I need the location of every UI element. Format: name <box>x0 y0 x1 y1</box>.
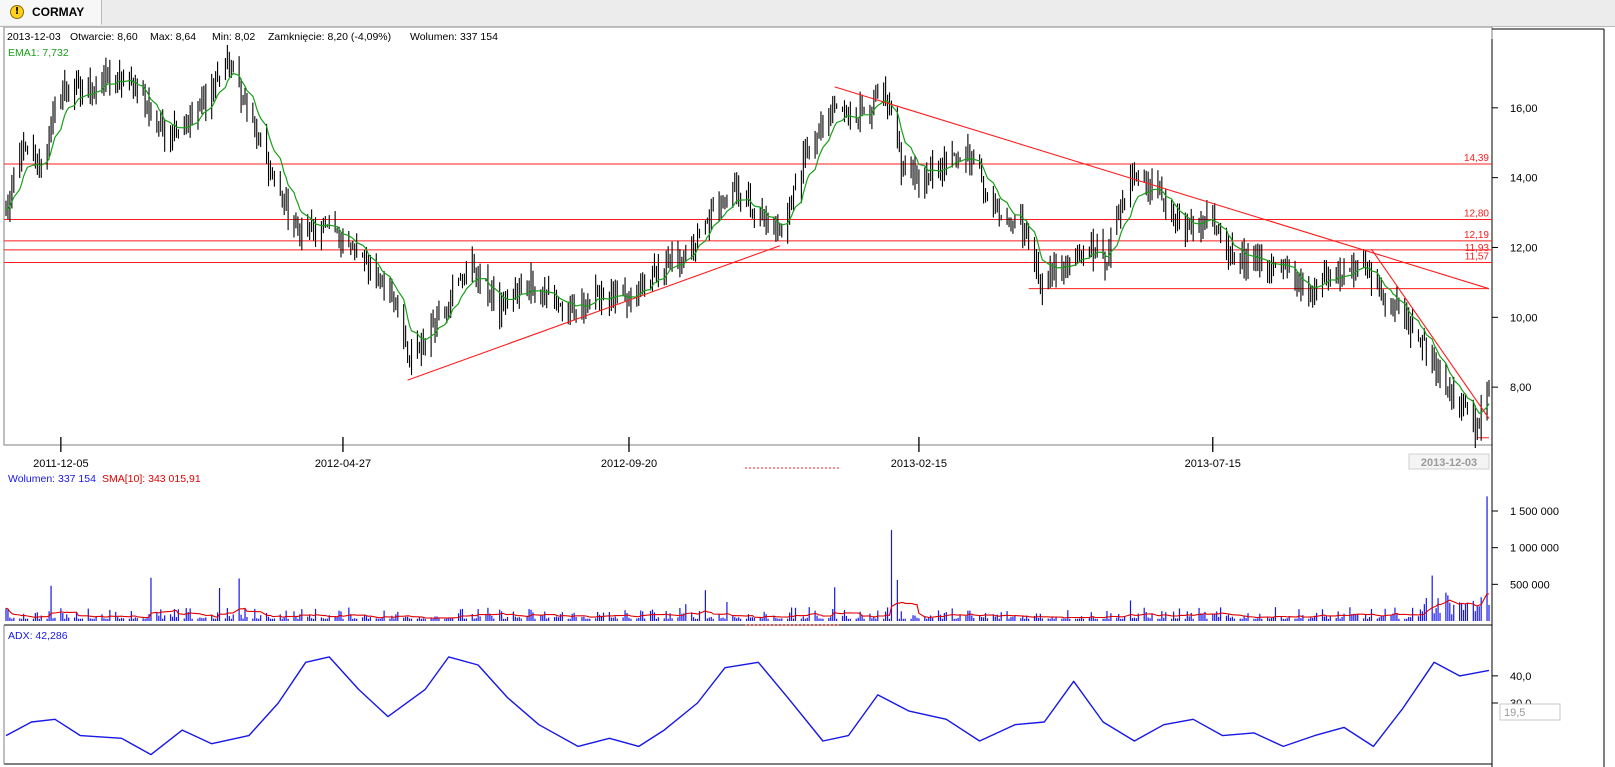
x-tick-label: 2012-04-27 <box>315 458 371 470</box>
price-y-tick-label: 14,00 <box>1510 173 1538 185</box>
ema-line <box>5 72 1490 415</box>
level-label: 14,39 <box>1464 153 1489 164</box>
trendline <box>407 245 781 381</box>
adx-line <box>5 656 1490 756</box>
volume-y-axis: 500 000 1 000 000 1 500 000 <box>1492 506 1559 591</box>
header-open: Otwarcie: 8,60 <box>70 31 138 43</box>
adx-curve <box>5 656 1490 756</box>
header-close: Zamknięcie: 8,20 (-4,09%) <box>268 31 391 43</box>
trendlines <box>407 86 1490 419</box>
x-tick-label: 2013-07-15 <box>1185 458 1241 470</box>
level-label: 12,80 <box>1464 209 1489 220</box>
chart-area[interactable]: 2013-12-03 Otwarcie: 8,60 Max: 8,64 Min:… <box>0 27 1615 767</box>
x-tick-label: 2012-09-20 <box>601 458 657 470</box>
volume-sma-line <box>5 593 1490 619</box>
x-tick-label: 2011-12-05 <box>33 458 88 470</box>
ohlc-bars <box>5 44 1490 449</box>
level-label: 11,93 <box>1465 243 1490 254</box>
price-y-tick-label: 10,00 <box>1510 312 1538 324</box>
header-volume: Wolumen: 337 154 <box>410 31 498 43</box>
header-min: Min: 8,02 <box>212 31 255 43</box>
trendline <box>1371 248 1490 419</box>
sma-legend: SMA[10]: 343 015,91 <box>102 473 201 485</box>
header-date: 2013-12-03 <box>7 31 61 43</box>
sma-curve <box>5 593 1490 619</box>
volume-y-tick-label: 1 000 000 <box>1510 543 1559 555</box>
volume-bars <box>5 496 1490 621</box>
x-current-box <box>1408 453 1490 470</box>
volume-y-tick-label: 1 500 000 <box>1510 506 1559 518</box>
header-max: Max: 8,64 <box>150 31 196 43</box>
trendline <box>834 86 1490 290</box>
volume-legend: Wolumen: 337 154 <box>8 473 96 485</box>
adx-legend: ADX: 42,286 <box>8 630 68 642</box>
tab-bar: ! CORMAY <box>0 0 1615 27</box>
x-current-label: 2013-12-03 <box>1421 457 1477 469</box>
volume-y-tick-label: 500 000 <box>1510 579 1550 591</box>
price-y-tick-label: 16,00 <box>1510 103 1538 115</box>
x-tick-label: 2013-02-15 <box>891 458 947 470</box>
price-y-tick-label: 8,00 <box>1510 382 1531 394</box>
tab-cormay[interactable]: ! CORMAY <box>0 0 102 25</box>
ema-legend: EMA1: 7,732 <box>8 47 69 59</box>
adx-value-box <box>1499 703 1561 721</box>
price-y-tick-label: 12,00 <box>1510 242 1538 254</box>
ema-curve <box>5 72 1490 415</box>
level-label: 11,57 <box>1465 251 1490 262</box>
price-y-axis: 8,00 10,00 12,00 14,00 16,00 <box>1492 103 1538 394</box>
adx-y-tick-label: 40,0 <box>1510 671 1531 683</box>
price-x-axis: 2011-12-05 2012-04-27 2012-09-20 2013-02-15… <box>33 437 1490 470</box>
level-label: 12,19 <box>1464 230 1489 241</box>
warning-icon: ! <box>10 5 24 19</box>
tab-label: CORMAY <box>32 5 85 19</box>
adx-value-box-label: 19,5 <box>1504 707 1525 719</box>
